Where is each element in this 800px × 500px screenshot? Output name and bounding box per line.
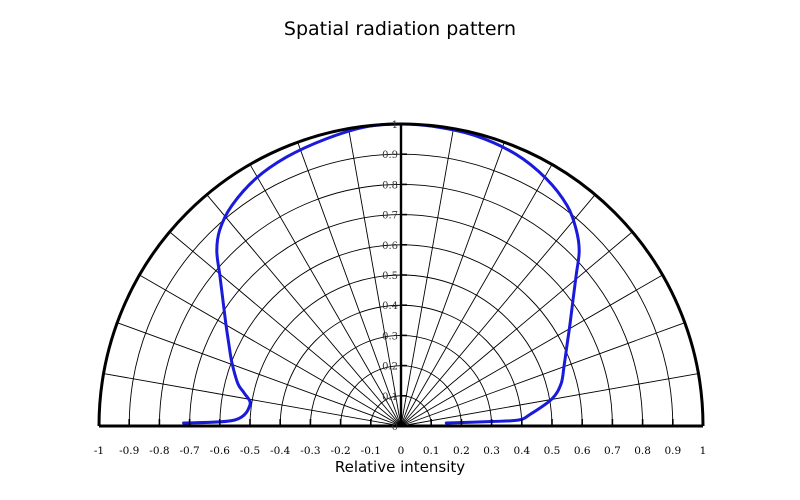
- grid-spoke: [400, 128, 454, 427]
- r-tick-label: 0.4: [382, 301, 398, 312]
- grid-spoke: [297, 142, 402, 427]
- x-tick-label: -0.1: [361, 445, 381, 457]
- x-tick-label: 0.7: [604, 445, 621, 457]
- grid-spoke: [400, 164, 553, 427]
- x-tick-label: 0.9: [664, 445, 681, 457]
- x-tick-label: 0.8: [634, 445, 651, 457]
- chart-title: Spatial radiation pattern: [283, 18, 517, 40]
- r-tick-label: 0.3: [382, 331, 398, 342]
- x-tick-label: -0.8: [149, 445, 169, 457]
- r-tick-label: 0.2: [382, 362, 398, 373]
- x-tick-label: -0.2: [330, 445, 350, 457]
- grid-spoke: [400, 231, 633, 427]
- x-tick-label: 1: [700, 445, 707, 457]
- x-tick-label: -0.6: [210, 445, 231, 457]
- x-tick-label: 0.2: [453, 445, 470, 457]
- r-tick-label: 0: [392, 422, 398, 433]
- x-tick-label: 0.1: [423, 445, 440, 457]
- grid-spoke: [117, 322, 402, 427]
- x-tick-label: -1: [94, 445, 104, 457]
- grid-spoke: [348, 128, 402, 427]
- grid-spoke: [400, 194, 596, 427]
- tick-labels: -1 -0.9 -0.8 -0.7 -0.6 -0.5 -0.4 -0.3 -0.2 -0.1 0 0…: [94, 120, 706, 457]
- grid-spoke: [103, 373, 402, 427]
- r-tick-label: 0.1: [382, 392, 398, 403]
- x-tick-label: -0.4: [270, 445, 291, 457]
- x-tick-label: -0.3: [300, 445, 320, 457]
- grid-spoke: [206, 194, 402, 427]
- r-tick-label: 0.5: [382, 271, 398, 282]
- x-tick-label: 0.3: [483, 445, 500, 457]
- r-tick-label: 1: [392, 120, 398, 131]
- grid-spoke: [139, 274, 402, 427]
- x-tick-label: -0.5: [240, 445, 260, 457]
- grid-spoke: [400, 274, 663, 427]
- x-tick-label: 0.4: [513, 445, 530, 457]
- r-tick-label: 0.9: [382, 150, 398, 161]
- x-tick-label: -0.9: [119, 445, 139, 457]
- grid-spoke: [400, 322, 685, 427]
- x-tick-label: 0.5: [544, 445, 561, 457]
- r-tick-label: 0.8: [382, 180, 398, 191]
- grid-spoke: [249, 164, 402, 427]
- r-tick-label: 0.6: [382, 241, 398, 252]
- r-tick-label: 0.7: [382, 211, 398, 222]
- x-tick-label: 0.6: [574, 445, 591, 457]
- x-tick-label: 0: [398, 445, 405, 457]
- axes: [97, 122, 705, 428]
- x-axis-label: Relative intensity: [334, 458, 466, 476]
- x-tick-label: -0.7: [179, 445, 199, 457]
- grid-spoke: [169, 231, 402, 427]
- grid-spoke: [400, 142, 505, 427]
